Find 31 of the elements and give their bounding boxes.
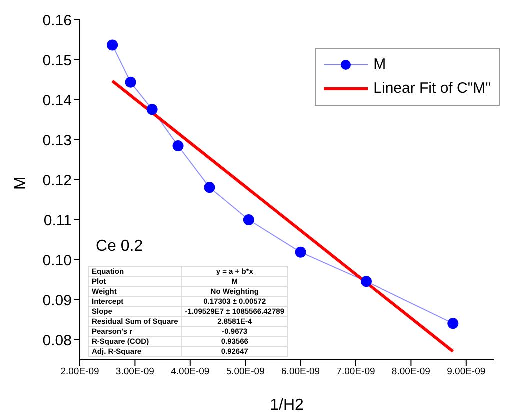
annotation: Ce 0.2 bbox=[96, 238, 144, 256]
x-tick-label: 2.00E-09 bbox=[60, 366, 100, 378]
x-tick-label: 9.00E-09 bbox=[447, 366, 486, 378]
legend-label: Linear Fit of C"M" bbox=[374, 79, 491, 99]
y-tick-label: 0.12 bbox=[42, 172, 72, 190]
point bbox=[360, 276, 372, 288]
x-axis-title: 1/H2 bbox=[270, 397, 304, 414]
y-tick-label: 0.10 bbox=[42, 252, 72, 270]
y-tick-label: 0.09 bbox=[42, 292, 72, 310]
legend-label: M bbox=[374, 55, 386, 75]
point bbox=[107, 40, 118, 51]
y-tick-label: 0.15 bbox=[42, 52, 72, 70]
y-tick-label: 0.16 bbox=[42, 12, 72, 30]
point bbox=[146, 104, 158, 116]
point bbox=[243, 214, 254, 226]
y-tick-label: 0.13 bbox=[42, 132, 72, 150]
y-tick-label: 0.14 bbox=[42, 92, 72, 110]
y-tick-label: 0.11 bbox=[44, 212, 72, 230]
point bbox=[204, 182, 216, 194]
x-tick-label: 5.00E-09 bbox=[226, 366, 265, 378]
point bbox=[125, 76, 136, 88]
x-tick-label: 6.00E-09 bbox=[282, 366, 320, 378]
point bbox=[172, 140, 184, 152]
point bbox=[295, 246, 306, 258]
x-tick-label: 3.00E-09 bbox=[116, 366, 154, 378]
x-tick-label: 7.00E-09 bbox=[336, 366, 376, 378]
point bbox=[448, 318, 459, 330]
y-axis-title: M bbox=[12, 176, 30, 190]
y-tick-label: 0.08 bbox=[42, 332, 72, 350]
x-tick-label: 4.00E-09 bbox=[171, 366, 210, 378]
x-tick-label: 8.00E-09 bbox=[392, 366, 430, 378]
